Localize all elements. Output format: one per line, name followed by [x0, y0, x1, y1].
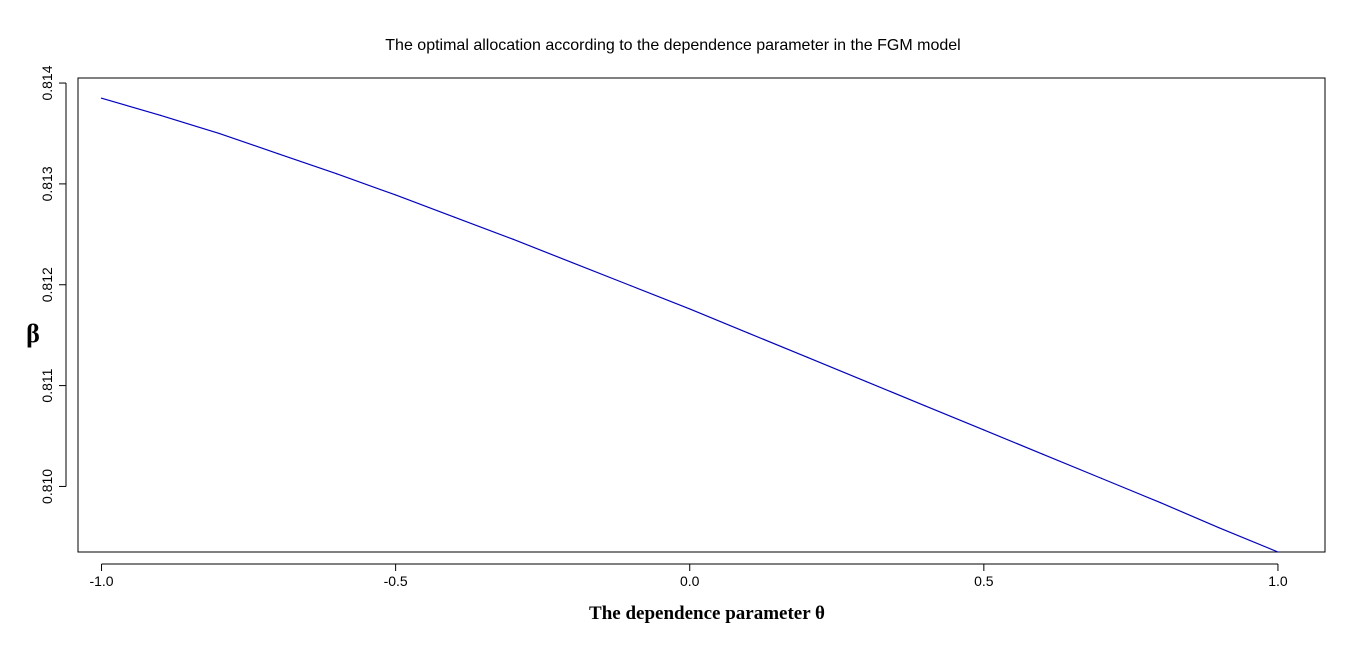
data-point — [571, 261, 573, 264]
data-point — [395, 194, 397, 196]
x-tick-label: 1.0 — [1268, 573, 1288, 589]
y-tick-label: 0.813 — [39, 166, 55, 201]
data-point — [1100, 477, 1103, 479]
x-tick-label: 0.5 — [974, 573, 994, 589]
x-tick-label: 0.0 — [680, 573, 700, 589]
data-point — [806, 356, 808, 358]
chart-title: The optimal allocation according to the … — [385, 37, 960, 54]
data-point — [1042, 453, 1044, 455]
series-layer — [100, 97, 1279, 553]
data-point — [1277, 551, 1279, 553]
data-point — [689, 308, 691, 310]
y-tick-label: 0.814 — [39, 65, 55, 100]
x-axis-label: The dependence parameter θ — [589, 603, 825, 624]
data-point — [277, 153, 279, 155]
y-axis: 0.810 0.811 0.812 0.813 0.814 — [39, 65, 67, 504]
x-tick-label: -1.0 — [89, 573, 113, 589]
plot-frame — [77, 77, 1326, 553]
data-point — [630, 285, 632, 287]
data-point — [100, 97, 103, 99]
data-point — [747, 332, 750, 334]
data-point — [336, 173, 338, 175]
data-point — [159, 114, 161, 116]
y-axis-label: β — [26, 319, 40, 348]
data-point — [218, 132, 220, 135]
y-tick-label: 0.810 — [39, 469, 55, 504]
data-point — [983, 429, 985, 431]
data-point — [512, 238, 514, 240]
data-point — [924, 405, 926, 407]
y-tick-label: 0.811 — [39, 368, 55, 402]
x-axis: -1.0 -0.5 0.0 0.5 1.0 — [89, 563, 1288, 589]
data-point — [1218, 527, 1220, 529]
y-tick-label: 0.812 — [39, 267, 55, 302]
series-line — [101, 97, 1279, 553]
x-tick-label: -0.5 — [384, 573, 408, 589]
data-point — [453, 216, 456, 218]
data-point — [1159, 501, 1161, 504]
data-point — [865, 380, 867, 383]
